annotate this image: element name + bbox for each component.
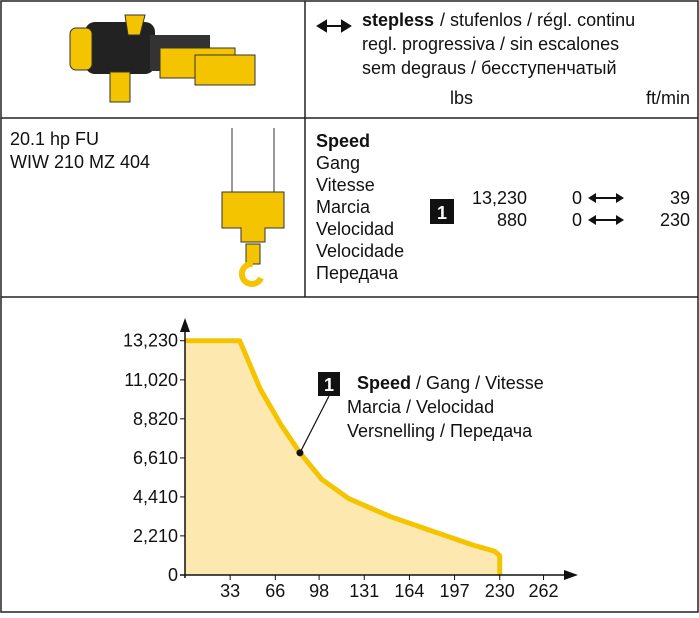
y-tick-label: 2,210 — [133, 526, 178, 546]
x-tick-label: 262 — [529, 581, 559, 601]
gear-name: Marcia — [316, 197, 371, 217]
legend-text: Marcia / Velocidad — [347, 397, 494, 417]
legend-text: Versnelling / Передача — [347, 421, 533, 441]
gear-name: Gang — [316, 153, 360, 173]
unit: lbs — [450, 88, 473, 108]
speed-max: 39 — [670, 188, 690, 208]
callout-point — [296, 449, 303, 456]
gear-name: Speed — [316, 131, 370, 151]
load: 13,230 — [472, 188, 527, 208]
gear-name: Velocidad — [316, 219, 394, 239]
x-tick-label: 98 — [309, 581, 329, 601]
y-tick-label: 0 — [168, 565, 178, 585]
header-stepless: stepless — [362, 10, 434, 30]
gear-name: Vitesse — [316, 175, 375, 195]
spec-sheet: stepless / stufenlos / régl. continu reg… — [0, 0, 699, 613]
x-tick-label: 33 — [220, 581, 240, 601]
y-tick-label: 4,410 — [133, 487, 178, 507]
x-tick-label: 164 — [394, 581, 424, 601]
load: 880 — [497, 210, 527, 230]
legend-title: Speed — [357, 373, 411, 393]
model: WIW 210 MZ 404 — [10, 152, 150, 172]
legend-text: Speed / Gang / Vitesse — [357, 373, 544, 393]
header-text: / stufenlos / régl. continu — [440, 10, 635, 30]
speed-min: 0 — [572, 188, 582, 208]
unit: ft/min — [646, 88, 690, 108]
header-text: sem degraus / бесступенчатый — [362, 58, 617, 78]
badge-text: 1 — [437, 203, 447, 223]
x-tick-label: 197 — [440, 581, 470, 601]
speed-min: 0 — [572, 210, 582, 230]
y-tick-label: 8,820 — [133, 409, 178, 429]
x-tick-label: 230 — [485, 581, 515, 601]
gear-name: Передача — [316, 263, 399, 283]
x-tick-label: 66 — [265, 581, 285, 601]
y-tick-label: 13,230 — [123, 331, 178, 351]
header-text: regl. progressiva / sin escalones — [362, 34, 619, 54]
gear-name: Velocidade — [316, 241, 404, 261]
speed-max: 230 — [660, 210, 690, 230]
y-tick-label: 6,610 — [133, 448, 178, 468]
x-tick-label: 131 — [349, 581, 379, 601]
legend-text: / Gang / Vitesse — [416, 373, 544, 393]
badge-text: 1 — [324, 375, 334, 395]
model: 20.1 hp FU — [10, 129, 99, 149]
y-tick-label: 11,020 — [124, 370, 178, 390]
